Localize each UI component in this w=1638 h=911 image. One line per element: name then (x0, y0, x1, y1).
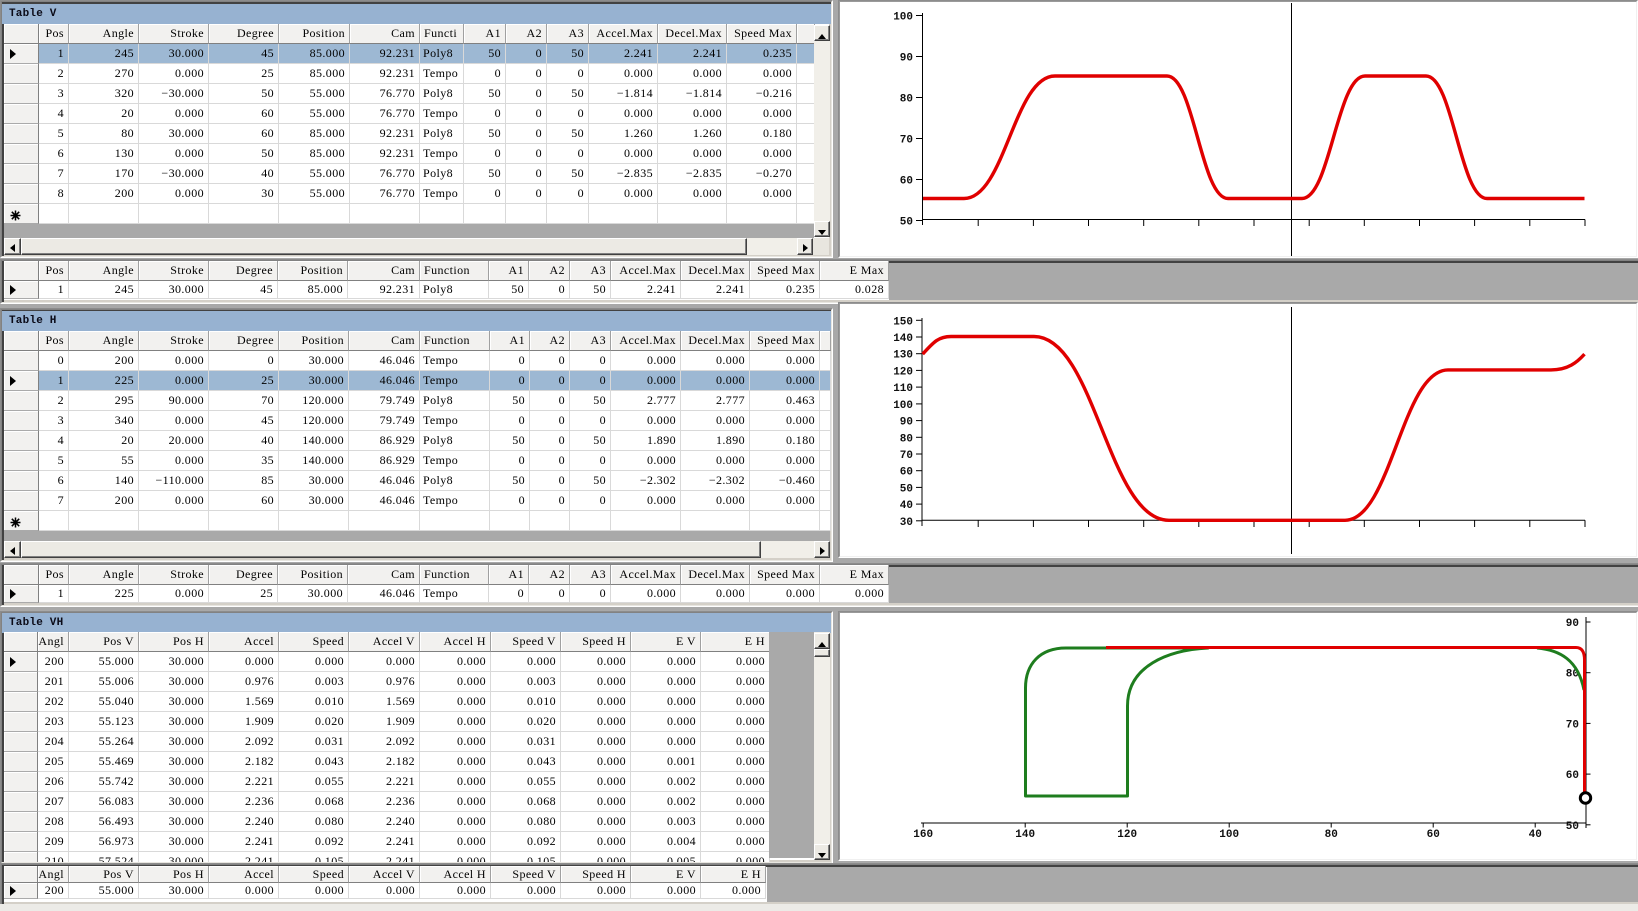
svg-text:40: 40 (1529, 829, 1542, 841)
svg-text:50: 50 (900, 217, 913, 229)
svg-text:100: 100 (893, 12, 913, 24)
svg-text:60: 60 (900, 467, 913, 479)
svg-text:120: 120 (1117, 829, 1137, 841)
svg-text:140: 140 (893, 333, 913, 345)
svg-text:70: 70 (900, 450, 913, 462)
svg-text:120: 120 (893, 366, 913, 378)
svg-text:90: 90 (900, 53, 913, 65)
svg-text:110: 110 (893, 383, 913, 395)
svg-text:40: 40 (900, 500, 913, 512)
svg-text:160: 160 (913, 829, 933, 841)
svg-text:80: 80 (1566, 669, 1579, 681)
svg-text:50: 50 (900, 483, 913, 495)
svg-text:130: 130 (893, 350, 913, 362)
svg-text:80: 80 (900, 433, 913, 445)
svg-text:90: 90 (1566, 618, 1579, 630)
svg-text:100: 100 (1219, 829, 1239, 841)
svg-text:70: 70 (1566, 719, 1579, 731)
svg-text:140: 140 (1015, 829, 1035, 841)
svg-text:60: 60 (1566, 770, 1579, 782)
svg-text:70: 70 (900, 135, 913, 147)
svg-text:30: 30 (900, 517, 913, 529)
svg-text:150: 150 (893, 316, 913, 328)
svg-text:80: 80 (1325, 829, 1338, 841)
svg-text:60: 60 (900, 176, 913, 188)
svg-text:80: 80 (900, 94, 913, 106)
svg-text:60: 60 (1427, 829, 1440, 841)
svg-text:100: 100 (893, 400, 913, 412)
svg-text:50: 50 (1566, 821, 1579, 833)
svg-text:90: 90 (900, 417, 913, 429)
